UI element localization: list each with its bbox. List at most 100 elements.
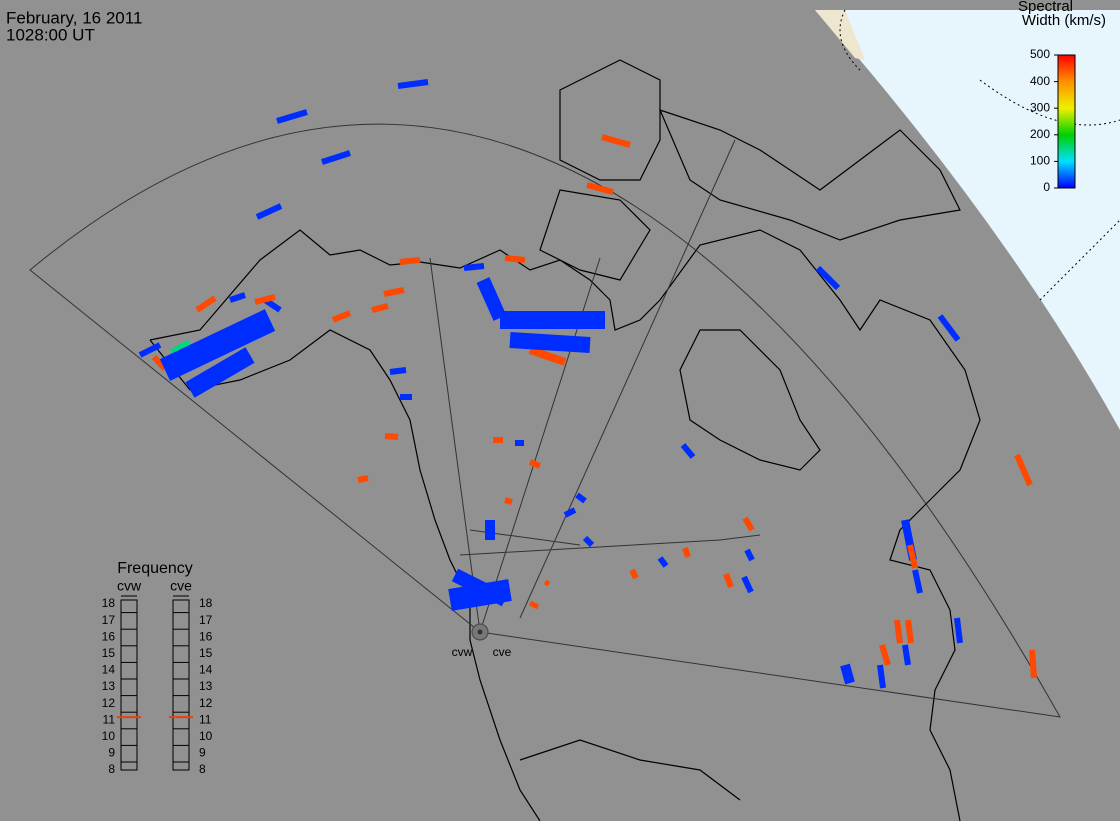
echo [601,134,631,148]
frequency-tick-label: 17 [102,613,116,627]
frequency-tick-label: 9 [199,746,206,760]
echo [742,516,755,532]
radar-label: cvw [452,645,473,659]
frequency-tick-label: 13 [199,679,213,693]
echo [528,346,567,366]
echo [138,342,162,358]
echo [682,547,691,558]
echo [255,203,283,220]
echo [840,663,855,685]
frequency-radar: cvw [117,578,142,594]
echo [905,619,914,644]
echo [563,507,577,518]
latitude-lines [839,9,1120,301]
frequency-title: Frequency [117,560,193,577]
coastline [149,59,981,822]
frequency-tick-label: 10 [199,729,213,743]
colorbar-tick-label: 200 [1030,127,1050,141]
echo [629,568,639,580]
echo [185,347,255,398]
frequency-tick-label: 13 [102,679,116,693]
frequency-panel: 18 17 16 15 14 13 12 11 10 9 8 18 17 16 15 14 13 12 11 10 9 8 [102,595,213,776]
frequency-tick-label: 18 [102,596,116,610]
time: 1028:00 UT [6,25,95,44]
echo [504,255,526,263]
echo [195,295,217,313]
echo [170,339,192,357]
echo [879,644,891,666]
frequency-tick-label: 12 [102,696,116,710]
frequency-tick-label: 14 [199,663,213,677]
frequency-tick-label: 9 [108,746,115,760]
echo [937,314,961,342]
frequency-tick-label: 11 [103,712,116,726]
echo [815,265,841,291]
echo [254,294,276,305]
echo [276,109,308,124]
echo [389,367,407,375]
echo [586,182,614,195]
echo [528,459,542,469]
frequency-tick-label: 8 [108,762,115,776]
echo-layer [138,79,1037,689]
radar-label: cve [493,645,512,659]
echo [509,332,591,353]
echo [741,575,754,594]
echo [383,287,405,297]
echo [476,277,507,321]
echo [907,544,918,569]
frequency-tick-label: 14 [102,663,116,677]
echo [399,257,421,265]
echo [902,644,911,666]
echo [744,548,755,562]
frequency-tick-label: 16 [199,629,213,643]
colorbar-tick-label: 300 [1030,100,1050,114]
echo [397,79,429,89]
frequency-tick-label: 12 [199,696,213,710]
echo [723,572,734,589]
colorbar-tick-label: 0 [1043,180,1050,194]
frequency-tick-label: 11 [199,712,212,726]
daylight-region [815,10,1120,430]
frequency-tick-label: 8 [199,762,206,776]
echo [954,617,963,644]
echo [159,309,276,381]
echo [680,443,696,459]
echo [371,303,389,313]
echo [657,556,669,568]
frequency-tick-label: 17 [199,613,213,627]
echo [331,310,352,323]
echo [151,354,168,372]
echo [451,568,509,607]
frequency-tick-label: 15 [199,646,213,660]
radar-site-center [477,629,483,635]
frequency-scale [172,599,190,771]
echo [504,497,513,505]
echo [463,263,485,271]
echo [894,619,903,644]
colorbar-tick-label: 100 [1030,154,1050,168]
echo [582,535,595,548]
frequency-tick-label: 15 [102,646,116,660]
echo [1029,649,1037,679]
colorbar-title: Width (km/s) [1022,12,1106,29]
colorbar-tick-label: 500 [1030,47,1050,61]
frequency-scale [120,599,138,771]
frequency-tick-label: 18 [199,596,213,610]
echo [1014,453,1033,487]
field-of-view [29,123,1061,718]
echo [357,475,369,483]
echo [528,600,540,610]
frequency-tick-label: 16 [102,629,116,643]
frequency-tick-label: 10 [102,729,116,743]
colorbar-title: Spectral [1018,0,1073,15]
echo [912,569,923,594]
echo [229,292,246,303]
echo [321,150,351,165]
echo [877,664,886,689]
colorbar-tick-label: 400 [1030,74,1050,88]
date: February, 16 2011 [6,8,142,27]
frequency-radar: cve [170,578,192,594]
echo [575,492,587,504]
